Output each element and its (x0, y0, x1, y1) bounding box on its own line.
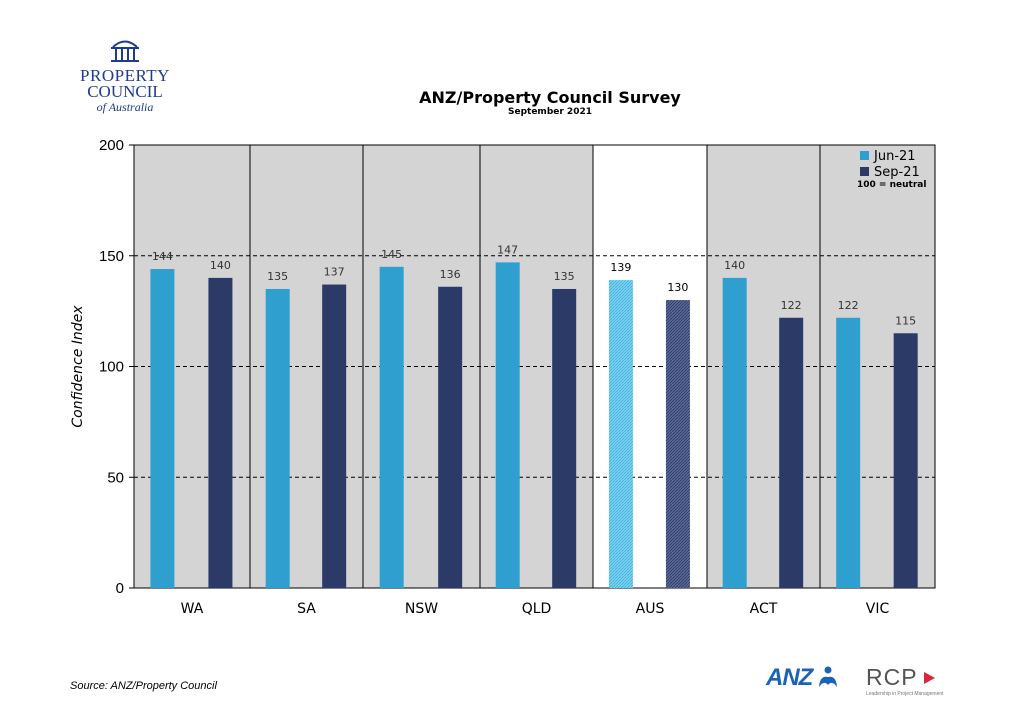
data-label: 122 (838, 299, 859, 312)
legend-label: Sep-21 (874, 165, 920, 180)
y-tick-label: 50 (107, 469, 124, 486)
legend-label: Jun-21 (873, 149, 916, 164)
bar-nsw-jun-21 (379, 266, 404, 588)
bar-vic-sep-21 (893, 333, 918, 588)
data-label: 144 (152, 250, 173, 263)
rcp-logo-text: RCP (866, 664, 918, 690)
data-label: 139 (610, 261, 631, 274)
bar-qld-sep-21 (552, 288, 577, 588)
data-label: 136 (440, 268, 461, 281)
data-label: 140 (724, 259, 745, 272)
bar-sa-jun-21 (265, 288, 290, 588)
y-axis-label: Confidence Index (70, 305, 86, 428)
rcp-arrow-icon (923, 672, 935, 684)
logo-line-2: COUNCIL (87, 82, 163, 101)
x-tick-label: SA (297, 601, 316, 617)
bar-qld-jun-21 (495, 262, 520, 588)
data-label: 130 (667, 281, 688, 294)
x-tick-label: VIC (866, 601, 890, 617)
data-label: 145 (381, 248, 402, 261)
bar-act-jun-21 (722, 277, 747, 588)
x-tick-label: QLD (522, 601, 552, 617)
anz-people-icon (819, 666, 838, 687)
chart-subtitle: September 2021 (508, 107, 592, 117)
x-tick-label: ACT (750, 601, 778, 617)
data-label: 147 (497, 243, 518, 256)
anz-logo-text: ANZ (766, 664, 813, 691)
bar-aus-sep-21 (665, 300, 690, 588)
building-icon (111, 40, 139, 62)
bar-act-sep-21 (779, 317, 804, 588)
bar-wa-sep-21 (208, 277, 233, 588)
bar-wa-jun-21 (150, 269, 175, 588)
bar-aus-jun-21 (608, 280, 633, 588)
property-council-logo: PROPERTY COUNCIL of Australia (70, 38, 180, 114)
bar-sa-sep-21 (322, 284, 347, 588)
y-tick-label: 200 (99, 137, 124, 154)
data-label: 135 (554, 270, 575, 283)
anz-logo: ANZ (766, 664, 856, 698)
y-tick-label: 0 (116, 580, 124, 597)
data-label: 137 (324, 266, 345, 279)
chart-title: ANZ/Property Council Survey (419, 88, 681, 107)
x-tick-label: WA (181, 601, 204, 617)
legend-note: 100 = neutral (857, 180, 926, 190)
bar-vic-jun-21 (836, 317, 861, 588)
legend-swatch-jun-21 (860, 151, 869, 160)
x-tick-label: AUS (636, 601, 665, 617)
data-label: 135 (267, 270, 288, 283)
rcp-tagline: Leadership in Project Management (866, 691, 944, 697)
logo-line-1: PROPERTY (80, 66, 170, 85)
y-tick-label: 100 (99, 359, 124, 376)
source-note: Source: ANZ/Property Council (70, 680, 217, 692)
data-label: 122 (781, 299, 802, 312)
y-tick-label: 150 (99, 248, 124, 265)
rcp-logo: RCP Leadership in Project Management (866, 664, 956, 698)
bar-nsw-sep-21 (438, 286, 463, 588)
data-label: 140 (210, 259, 231, 272)
legend-swatch-sep-21 (860, 167, 869, 176)
logo-line-3: of Australia (96, 100, 154, 114)
data-label: 115 (895, 314, 916, 327)
x-tick-label: NSW (405, 601, 438, 617)
